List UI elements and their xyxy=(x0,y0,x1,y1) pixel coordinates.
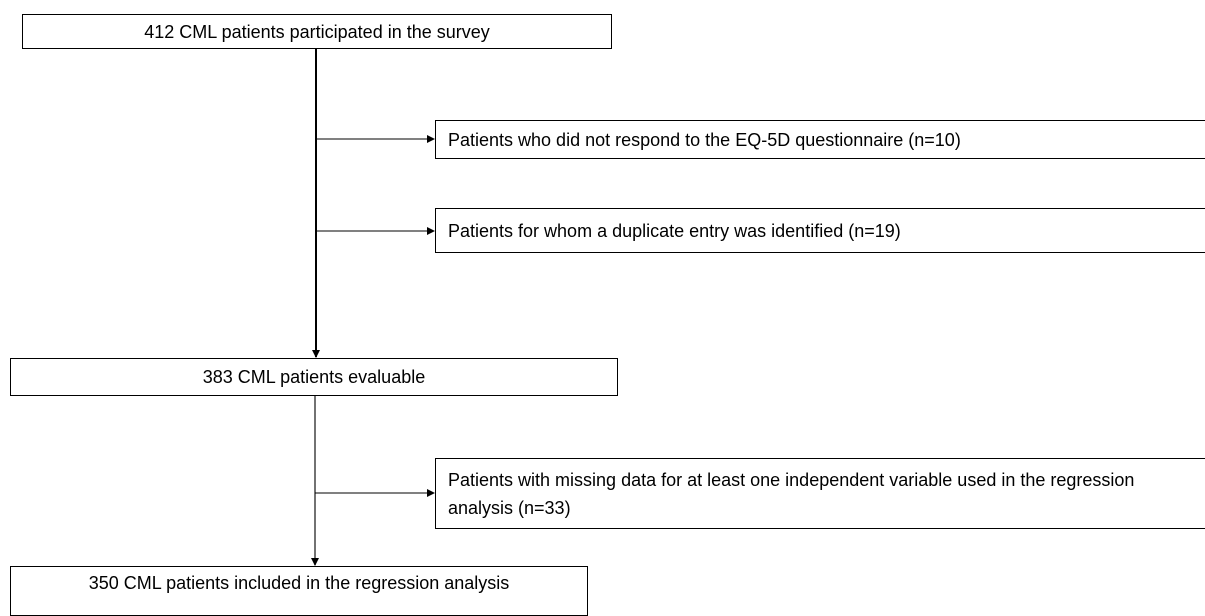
node: Patients for whom a duplicate entry was … xyxy=(435,208,1205,253)
node: 412 CML patients participated in the sur… xyxy=(22,14,612,49)
node: 383 CML patients evaluable xyxy=(10,358,618,396)
node: Patients with missing data for at least … xyxy=(435,458,1205,529)
node: Patients who did not respond to the EQ-5… xyxy=(435,120,1205,159)
node: 350 CML patients included in the regress… xyxy=(10,566,588,616)
